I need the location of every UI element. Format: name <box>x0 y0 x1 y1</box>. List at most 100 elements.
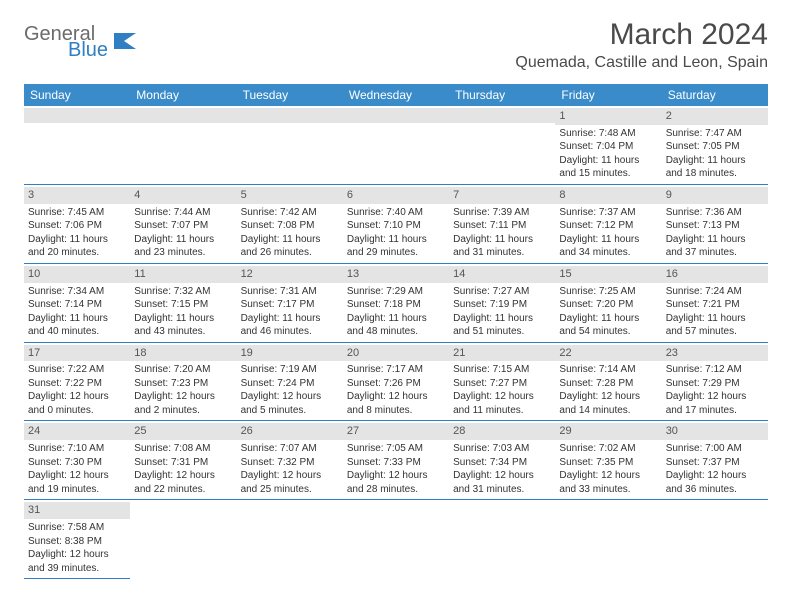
sunset-text: Sunset: 7:18 PM <box>347 298 445 312</box>
sunset-text: Sunset: 7:11 PM <box>453 219 551 233</box>
calendar-week-row: 1Sunrise: 7:48 AMSunset: 7:04 PMDaylight… <box>24 106 768 184</box>
daylight-text: and 36 minutes. <box>666 483 764 497</box>
calendar-day-cell: 22Sunrise: 7:14 AMSunset: 7:28 PMDayligh… <box>555 342 661 421</box>
sunset-text: Sunset: 7:35 PM <box>559 456 657 470</box>
sunset-text: Sunset: 7:10 PM <box>347 219 445 233</box>
calendar-day-cell: 26Sunrise: 7:07 AMSunset: 7:32 PMDayligh… <box>237 421 343 500</box>
sunrise-text: Sunrise: 7:08 AM <box>134 442 232 456</box>
daylight-text: and 51 minutes. <box>453 325 551 339</box>
daylight-text: Daylight: 12 hours <box>134 469 232 483</box>
day-number: 21 <box>449 345 555 362</box>
sunrise-text: Sunrise: 7:03 AM <box>453 442 551 456</box>
calendar-day-cell <box>237 500 343 579</box>
sunrise-text: Sunrise: 7:05 AM <box>347 442 445 456</box>
calendar-day-cell: 16Sunrise: 7:24 AMSunset: 7:21 PMDayligh… <box>662 263 768 342</box>
calendar-day-cell <box>343 106 449 184</box>
sunrise-text: Sunrise: 7:10 AM <box>28 442 126 456</box>
daylight-text: and 19 minutes. <box>28 483 126 497</box>
day-number: 8 <box>555 187 661 204</box>
sunset-text: Sunset: 7:33 PM <box>347 456 445 470</box>
sunrise-text: Sunrise: 7:44 AM <box>134 206 232 220</box>
daylight-text: and 54 minutes. <box>559 325 657 339</box>
sunrise-text: Sunrise: 7:37 AM <box>559 206 657 220</box>
calendar-day-cell: 15Sunrise: 7:25 AMSunset: 7:20 PMDayligh… <box>555 263 661 342</box>
sunrise-text: Sunrise: 7:48 AM <box>559 127 657 141</box>
daylight-text: and 18 minutes. <box>666 167 764 181</box>
calendar-day-cell: 28Sunrise: 7:03 AMSunset: 7:34 PMDayligh… <box>449 421 555 500</box>
calendar-day-cell <box>237 106 343 184</box>
calendar-day-cell: 10Sunrise: 7:34 AMSunset: 7:14 PMDayligh… <box>24 263 130 342</box>
calendar-day-cell: 8Sunrise: 7:37 AMSunset: 7:12 PMDaylight… <box>555 184 661 263</box>
day-number: 2 <box>662 108 768 125</box>
daylight-text: and 2 minutes. <box>134 404 232 418</box>
calendar-day-cell: 5Sunrise: 7:42 AMSunset: 7:08 PMDaylight… <box>237 184 343 263</box>
daylight-text: and 57 minutes. <box>666 325 764 339</box>
daylight-text: and 34 minutes. <box>559 246 657 260</box>
daylight-text: Daylight: 12 hours <box>347 469 445 483</box>
daylight-text: and 11 minutes. <box>453 404 551 418</box>
calendar-day-cell: 31Sunrise: 7:58 AMSunset: 8:38 PMDayligh… <box>24 500 130 579</box>
daylight-text: and 29 minutes. <box>347 246 445 260</box>
sunset-text: Sunset: 7:31 PM <box>134 456 232 470</box>
sunrise-text: Sunrise: 7:42 AM <box>241 206 339 220</box>
day-number: 3 <box>24 187 130 204</box>
sunrise-text: Sunrise: 7:14 AM <box>559 363 657 377</box>
daylight-text: and 14 minutes. <box>559 404 657 418</box>
daylight-text: and 8 minutes. <box>347 404 445 418</box>
calendar-day-cell: 2Sunrise: 7:47 AMSunset: 7:05 PMDaylight… <box>662 106 768 184</box>
calendar-day-cell: 13Sunrise: 7:29 AMSunset: 7:18 PMDayligh… <box>343 263 449 342</box>
calendar-week-row: 31Sunrise: 7:58 AMSunset: 8:38 PMDayligh… <box>24 500 768 579</box>
day-number: 25 <box>130 423 236 440</box>
daylight-text: and 23 minutes. <box>134 246 232 260</box>
day-number: 1 <box>555 108 661 125</box>
location: Quemada, Castille and Leon, Spain <box>515 54 768 72</box>
sunset-text: Sunset: 7:05 PM <box>666 140 764 154</box>
sunset-text: Sunset: 7:08 PM <box>241 219 339 233</box>
day-number: 9 <box>662 187 768 204</box>
calendar-day-cell <box>555 500 661 579</box>
sunset-text: Sunset: 7:37 PM <box>666 456 764 470</box>
daylight-text: and 31 minutes. <box>453 246 551 260</box>
sunrise-text: Sunrise: 7:19 AM <box>241 363 339 377</box>
calendar-day-cell: 30Sunrise: 7:00 AMSunset: 7:37 PMDayligh… <box>662 421 768 500</box>
title-block: March 2024 Quemada, Castille and Leon, S… <box>515 18 768 72</box>
daylight-text: Daylight: 11 hours <box>453 312 551 326</box>
daylight-text: Daylight: 11 hours <box>666 312 764 326</box>
sunset-text: Sunset: 7:34 PM <box>453 456 551 470</box>
daylight-text: Daylight: 11 hours <box>28 233 126 247</box>
calendar-day-cell: 9Sunrise: 7:36 AMSunset: 7:13 PMDaylight… <box>662 184 768 263</box>
calendar-day-cell <box>449 106 555 184</box>
day-number: 27 <box>343 423 449 440</box>
empty-day-header <box>343 108 449 123</box>
day-number: 6 <box>343 187 449 204</box>
empty-day-header <box>130 108 236 123</box>
weekday-header: Friday <box>555 84 661 106</box>
sunrise-text: Sunrise: 7:58 AM <box>28 521 126 535</box>
daylight-text: and 17 minutes. <box>666 404 764 418</box>
daylight-text: Daylight: 11 hours <box>28 312 126 326</box>
daylight-text: and 48 minutes. <box>347 325 445 339</box>
calendar-day-cell <box>24 106 130 184</box>
daylight-text: and 37 minutes. <box>666 246 764 260</box>
daylight-text: Daylight: 12 hours <box>134 390 232 404</box>
sunset-text: Sunset: 7:07 PM <box>134 219 232 233</box>
weekday-header: Monday <box>130 84 236 106</box>
daylight-text: and 15 minutes. <box>559 167 657 181</box>
calendar-day-cell: 7Sunrise: 7:39 AMSunset: 7:11 PMDaylight… <box>449 184 555 263</box>
day-number: 19 <box>237 345 343 362</box>
calendar-day-cell: 3Sunrise: 7:45 AMSunset: 7:06 PMDaylight… <box>24 184 130 263</box>
sunset-text: Sunset: 7:30 PM <box>28 456 126 470</box>
calendar-day-cell: 21Sunrise: 7:15 AMSunset: 7:27 PMDayligh… <box>449 342 555 421</box>
sunset-text: Sunset: 7:06 PM <box>28 219 126 233</box>
calendar-day-cell: 1Sunrise: 7:48 AMSunset: 7:04 PMDaylight… <box>555 106 661 184</box>
day-number: 13 <box>343 266 449 283</box>
sunset-text: Sunset: 7:22 PM <box>28 377 126 391</box>
daylight-text: Daylight: 11 hours <box>241 233 339 247</box>
sunrise-text: Sunrise: 7:29 AM <box>347 285 445 299</box>
daylight-text: Daylight: 12 hours <box>453 390 551 404</box>
day-number: 23 <box>662 345 768 362</box>
day-number: 30 <box>662 423 768 440</box>
sunrise-text: Sunrise: 7:25 AM <box>559 285 657 299</box>
daylight-text: Daylight: 12 hours <box>559 390 657 404</box>
daylight-text: Daylight: 11 hours <box>453 233 551 247</box>
